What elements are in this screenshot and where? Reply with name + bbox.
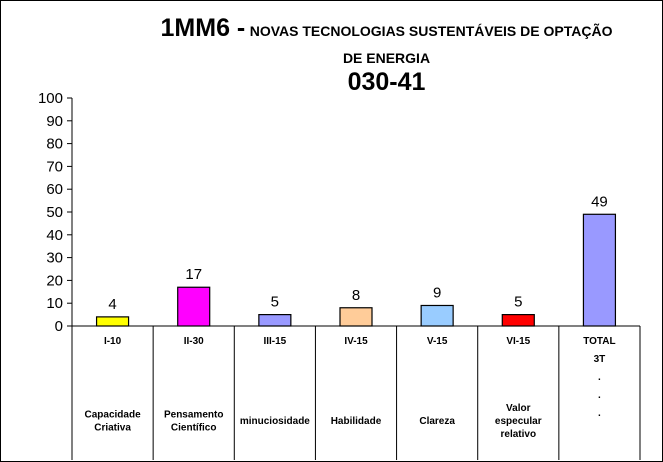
category-name-label: Clareza [419, 416, 455, 427]
chart-title-text: NOVAS TECNOLOGIAS SUSTENTÁVEIS DE OPTAÇÃ… [249, 23, 613, 39]
category-code-label: TOTAL [583, 336, 615, 347]
category-code-label: III-15 [263, 336, 286, 347]
data-label: 8 [352, 287, 360, 304]
category-name-label: especular [495, 416, 542, 427]
y-tick-label: 20 [46, 272, 63, 289]
category-name-label: Capacidade [85, 410, 142, 421]
chart-title-line2: DE ENERGIA [342, 50, 431, 66]
data-label: 17 [185, 266, 202, 283]
category-name-label: Habilidade [331, 416, 382, 427]
y-tick-label: 90 [46, 113, 63, 130]
category-code-label: V-15 [427, 336, 448, 347]
y-tick-label: 40 [46, 227, 63, 244]
y-tick-label: 30 [46, 250, 63, 267]
bar [501, 314, 535, 327]
category-name-label: relativo [500, 429, 536, 440]
y-tick-label: 0 [55, 318, 63, 335]
category-name-label: Científico [171, 423, 217, 434]
bar [258, 314, 292, 327]
category-code-label: II-30 [184, 336, 204, 347]
y-tick-label: 100 [38, 90, 63, 107]
bar [177, 286, 211, 327]
data-label: 5 [271, 294, 279, 311]
category-name-label: minuciosidade [240, 416, 310, 427]
category-code-label: VI-15 [506, 336, 530, 347]
bar [420, 304, 454, 327]
data-label: 49 [591, 193, 608, 210]
category-name-label: . [598, 408, 601, 419]
chart-title-code: 1MM6 - [160, 14, 246, 42]
category-name-label: Criativa [94, 423, 131, 434]
data-label: 5 [514, 294, 522, 311]
category-code-label: IV-15 [344, 336, 368, 347]
bar [339, 307, 373, 327]
bar [95, 316, 130, 327]
data-label: 9 [433, 284, 441, 301]
category-name-label: . [598, 372, 601, 383]
y-tick-label: 10 [46, 295, 63, 312]
chart-title-line3: 030-41 [347, 68, 426, 96]
category-code-label: I-10 [104, 336, 122, 347]
y-tick-label: 50 [46, 204, 63, 221]
y-tick-label: 70 [46, 158, 63, 175]
category-name-label: Pensamento [164, 410, 223, 421]
y-tick-label: 60 [46, 181, 63, 198]
y-tick-label: 80 [46, 136, 63, 153]
data-label: 4 [108, 296, 116, 313]
category-name-label: 3T [594, 354, 606, 365]
chart-title-line1: 1MM6 - NOVAS TECNOLOGIAS SUSTENTÁVEIS DE… [110, 14, 663, 43]
category-name-label: Valor [506, 403, 531, 414]
bar [582, 213, 617, 327]
category-name-label: . [598, 390, 601, 401]
